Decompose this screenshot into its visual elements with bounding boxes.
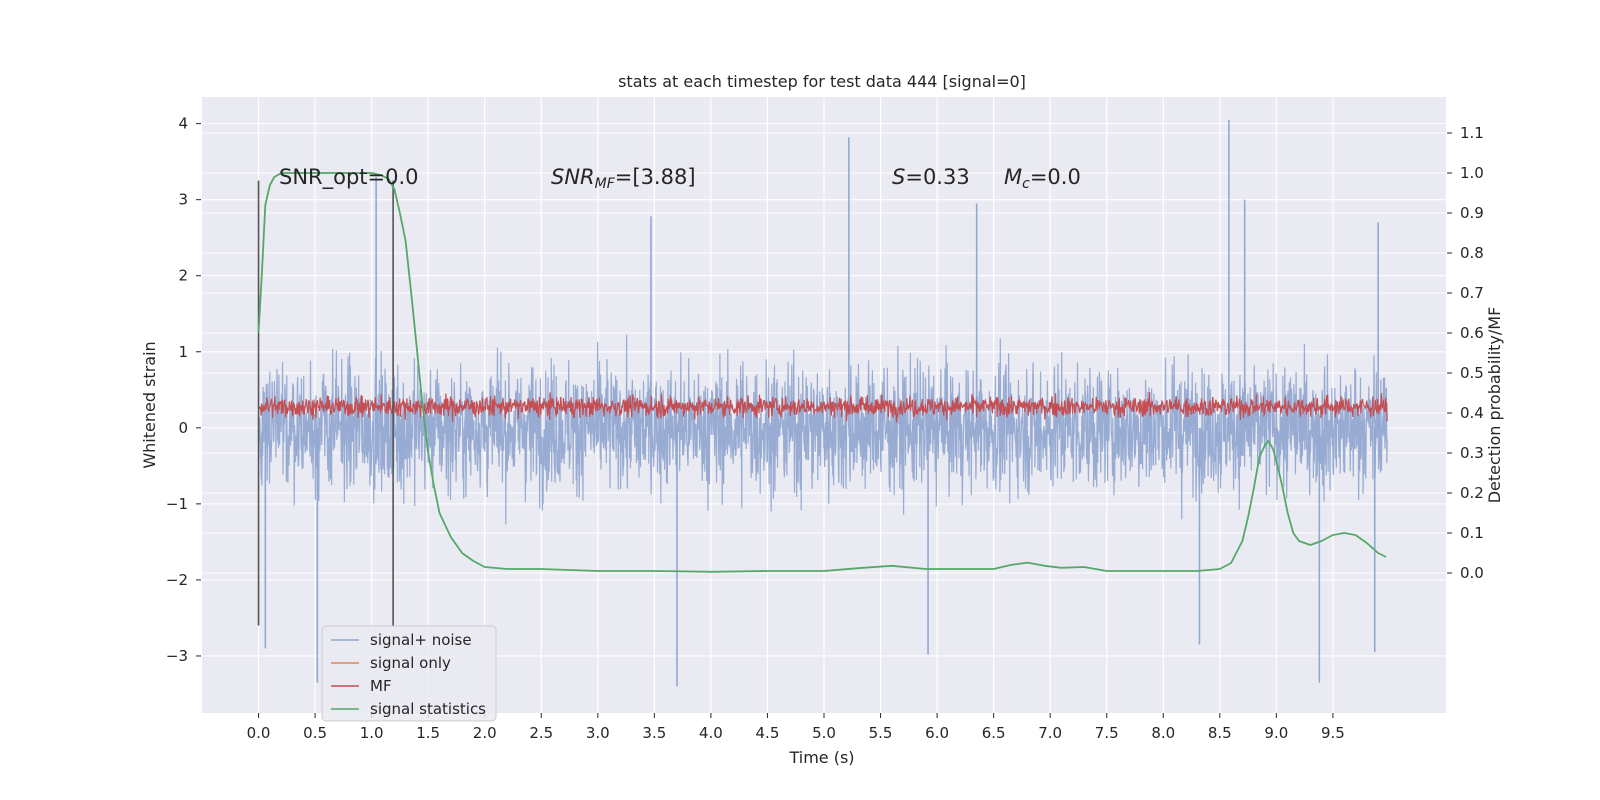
y-tick-label: 2 — [178, 267, 188, 285]
y2-tick-label: 0.8 — [1460, 244, 1484, 262]
x-tick-label: 2.0 — [473, 724, 497, 742]
y-tick-label: 3 — [178, 191, 188, 209]
y-tick-label: 4 — [178, 115, 188, 133]
annotation-snr-opt: SNR_opt=0.0 — [279, 165, 419, 190]
y2-axis-label: Detection probability/MF — [1485, 307, 1504, 504]
legend-label-signal-only: signal only — [370, 654, 451, 672]
y2-tick-label: 0.3 — [1460, 444, 1484, 462]
x-tick-label: 4.5 — [756, 724, 780, 742]
annotation-snr-mf: SNRMF=[3.88] — [551, 165, 696, 192]
x-tick-label: 3.5 — [642, 724, 666, 742]
y-axis-ticks: −3 −2 −1 0 1 2 3 4 — [166, 115, 201, 665]
legend: signal+ noise signal only MF signal stat… — [321, 625, 497, 722]
series-line-mf — [257, 391, 1388, 423]
annotation-mc-value: =0.0 — [1030, 165, 1081, 189]
x-tick-label: 8.5 — [1208, 724, 1232, 742]
series-signal-noise — [257, 119, 1388, 687]
chart-title: stats at each timestep for test data 444… — [618, 72, 1026, 91]
y-tick-label: −3 — [166, 647, 188, 665]
annotation-s-symbol: S — [892, 165, 905, 189]
legend-label-signal-statistics: signal statistics — [370, 700, 486, 718]
boundary-lines — [257, 180, 394, 626]
legend-label-mf: MF — [370, 677, 392, 695]
x-tick-label: 6.5 — [982, 724, 1006, 742]
y-tick-label: −2 — [166, 571, 188, 589]
x-tick-label: 1.0 — [360, 724, 384, 742]
x-tick-label: 2.5 — [529, 724, 553, 742]
x-tick-label: 7.0 — [1038, 724, 1062, 742]
x-tick-label: 9.5 — [1321, 724, 1345, 742]
series-line-signal-statistics — [257, 172, 1387, 573]
x-tick-label: 8.0 — [1151, 724, 1175, 742]
x-tick-label: 6.0 — [925, 724, 949, 742]
y-axis-label: Whitened strain — [140, 341, 159, 468]
x-axis-ticks: 0.0 0.5 1.0 1.5 2.0 2.5 3.0 3.5 4.0 4.5 5.0 5.5 6.0 6… — [247, 713, 1345, 742]
annotation-mc-symbol: M — [1004, 165, 1022, 189]
annotation-s: S=0.33 — [892, 165, 970, 189]
y2-tick-label: 0.7 — [1460, 284, 1484, 302]
annotation-mc: Mc=0.0 — [1004, 165, 1081, 192]
series-mf — [257, 391, 1388, 423]
y2-tick-label: 0.1 — [1460, 524, 1484, 542]
annotation-s-value: =0.33 — [905, 165, 969, 189]
y-tick-label: 0 — [178, 419, 188, 437]
annotation-snr-mf-value: =[3.88] — [615, 165, 696, 189]
x-tick-label: 5.5 — [869, 724, 893, 742]
x-tick-label: 9.0 — [1264, 724, 1288, 742]
y2-tick-label: 0.6 — [1460, 324, 1484, 342]
x-tick-label: 3.0 — [586, 724, 610, 742]
x-tick-label: 0.5 — [303, 724, 327, 742]
annotation-mc-subscript: c — [1022, 176, 1030, 192]
y2-tick-label: 1.0 — [1460, 164, 1484, 182]
series-signal-statistics — [257, 172, 1387, 573]
y-tick-label: 1 — [178, 343, 188, 361]
y2-tick-label: 0.4 — [1460, 404, 1484, 422]
annotation-snr-mf-symbol: SNR — [551, 165, 595, 189]
x-tick-label: 0.0 — [247, 724, 271, 742]
x-tick-label: 7.5 — [1095, 724, 1119, 742]
x-tick-label: 4.0 — [699, 724, 723, 742]
y2-tick-label: 0.9 — [1460, 204, 1484, 222]
annotation-snr-mf-subscript: MF — [595, 176, 616, 192]
legend-box — [321, 625, 497, 722]
legend-label-signal-noise: signal+ noise — [370, 631, 472, 649]
x-tick-label: 5.0 — [812, 724, 836, 742]
y2-axis-ticks: 0.0 0.1 0.2 0.3 0.4 0.5 0.6 0.7 0.8 0.9 1.0 1.1 — [1447, 124, 1484, 582]
y2-tick-label: 0.0 — [1460, 564, 1484, 582]
y2-tick-label: 0.5 — [1460, 364, 1484, 382]
x-axis-label: Time (s) — [788, 748, 854, 767]
y2-tick-label: 1.1 — [1460, 124, 1484, 142]
x-tick-label: 1.5 — [416, 724, 440, 742]
y2-tick-label: 0.2 — [1460, 484, 1484, 502]
y-tick-label: −1 — [166, 495, 188, 513]
